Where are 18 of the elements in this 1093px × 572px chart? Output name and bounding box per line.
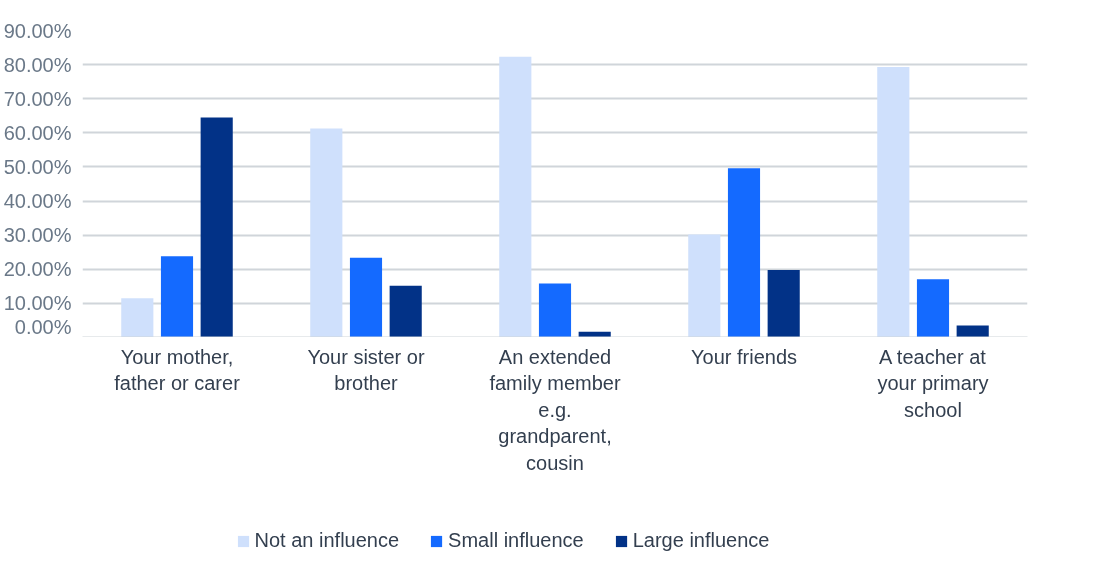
y-tick-label: 30.00%	[3, 224, 72, 247]
y-tick-label: 10.00%	[3, 292, 72, 315]
x-tick-label: A teacher at your primary school	[877, 346, 989, 421]
x-tick-label: Your mother, father or carer	[114, 346, 241, 395]
legend-label: Large influence	[632, 529, 770, 552]
y-tick-label: 40.00%	[3, 190, 72, 213]
y-tick-label: 20.00%	[3, 258, 72, 281]
legend-label: Small influence	[448, 529, 584, 552]
y-tick-label: 0.00%	[14, 315, 72, 338]
y-tick-label: 80.00%	[3, 53, 72, 76]
x-tick-label: Your sister or brother	[307, 346, 425, 395]
y-tick-label: 70.00%	[3, 87, 72, 110]
y-tick-label: 50.00%	[3, 155, 72, 178]
y-tick-label: 60.00%	[3, 121, 72, 144]
legend-label: Not an influence	[254, 529, 400, 552]
y-tick-label: 90.00%	[3, 19, 72, 42]
x-tick-label: Your friends	[691, 346, 797, 369]
x-tick-label: An extended family member e.g. grandparent, cousin	[489, 346, 621, 474]
